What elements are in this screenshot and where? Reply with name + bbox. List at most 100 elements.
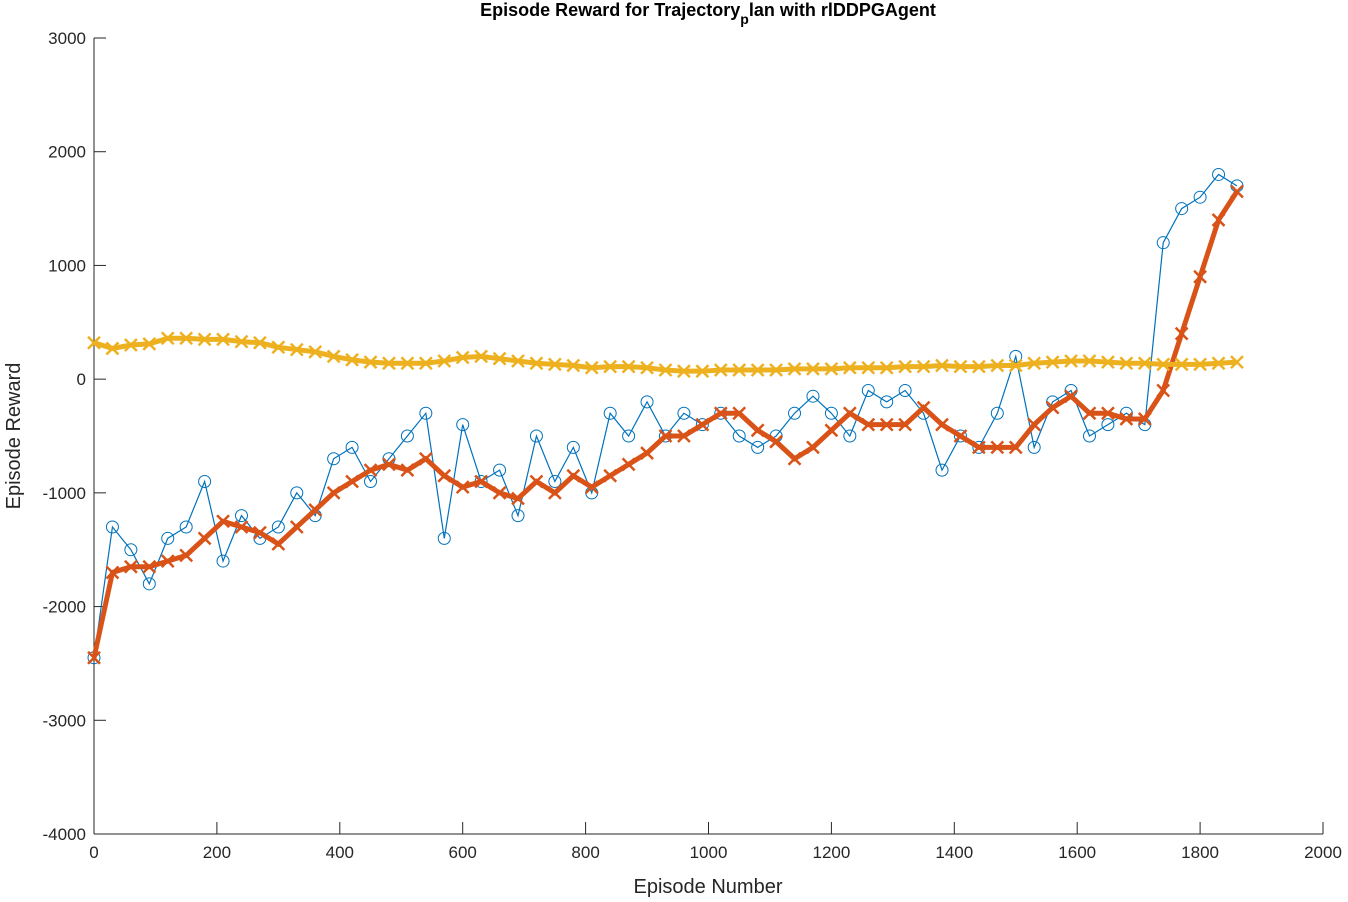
marker [1211,356,1226,371]
marker [234,334,249,349]
marker [971,440,986,455]
marker [1082,354,1097,368]
marker [971,359,986,374]
marker [437,354,452,368]
marker [842,406,857,421]
marker [916,400,931,415]
marker [824,423,839,438]
marker [640,395,654,409]
marker [1045,355,1060,369]
marker [953,429,968,443]
marker [308,344,323,359]
marker [327,452,341,466]
marker [419,406,433,420]
marker [1082,406,1097,421]
title-subscript: p [740,11,749,27]
marker [1082,429,1096,443]
y-tick-label: -2000 [43,598,86,617]
marker [879,360,894,375]
marker [197,531,212,546]
marker [621,359,636,374]
marker [87,650,101,665]
marker [474,349,489,364]
marker [677,406,691,420]
marker [751,440,765,454]
marker [806,362,820,376]
marker [750,423,765,438]
marker [271,537,286,551]
marker [400,356,415,371]
marker [898,359,913,374]
marker [400,463,415,477]
y-tick-label: 2000 [48,143,86,162]
marker [861,384,875,398]
marker [511,491,525,506]
marker [658,429,673,443]
marker [1174,357,1189,372]
marker [161,531,175,545]
marker [990,358,1005,373]
marker [216,554,230,568]
x-tick-label: 800 [571,843,599,862]
marker [677,429,691,443]
marker [1101,418,1115,432]
marker [713,363,728,377]
marker [253,525,267,540]
marker [345,352,359,367]
marker [732,429,746,443]
marker [271,340,286,355]
marker [1156,357,1171,372]
marker [1156,236,1170,250]
marker [1193,269,1207,284]
marker [861,417,876,432]
marker [437,468,452,483]
marker [621,457,636,472]
marker [123,559,138,574]
marker [455,480,470,495]
marker [179,331,194,346]
marker [788,406,802,420]
marker [1027,440,1041,454]
marker [179,520,193,534]
x-tick-label: 1200 [812,843,850,862]
marker [1027,417,1042,432]
marker [87,335,101,350]
chart-title: Episode Reward for Trajectoryplan with r… [480,0,936,27]
marker [861,360,876,375]
marker [1230,184,1244,199]
marker [547,357,562,372]
marker [363,355,378,369]
marker [382,457,396,472]
marker [511,509,525,523]
marker [603,359,618,374]
marker [750,363,765,377]
marker [566,440,580,454]
x-tick-label: 1800 [1181,843,1219,862]
marker [142,559,157,574]
marker [547,485,562,500]
marker [418,356,433,371]
y-axis-label: Episode Reward [3,363,25,510]
marker [713,406,728,421]
marker [363,463,378,477]
marker [382,356,396,371]
marker [584,360,599,375]
marker [216,514,230,529]
marker [1008,358,1023,373]
x-tick-label: 1600 [1058,843,1096,862]
marker [234,520,249,534]
marker [1009,349,1023,363]
marker [142,337,157,351]
marker [787,451,802,466]
marker [769,363,783,377]
marker [529,474,544,489]
marker [345,440,359,454]
marker [105,565,120,580]
marker [1212,167,1226,181]
marker [474,474,489,489]
marker [566,468,581,483]
marker [806,440,820,455]
marker [326,349,341,364]
marker [732,406,747,421]
